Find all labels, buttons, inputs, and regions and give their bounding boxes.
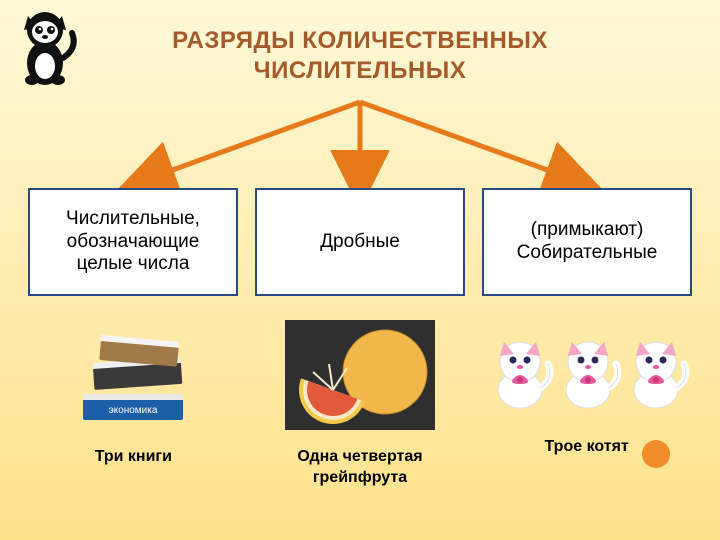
examples-row: экономика Три книги (0, 320, 720, 489)
tree-arrows (0, 100, 720, 190)
box-line: Собирательные (517, 242, 658, 265)
example-caption: Одна четвертая грейпфрута (275, 447, 445, 489)
box-line: Дробные (320, 231, 400, 254)
grapefruit-illustration (285, 320, 435, 435)
box-line: обозначающие (67, 231, 200, 254)
box-collective: (примыкают) Собирательные (482, 188, 692, 296)
box-fractional: Дробные (255, 188, 465, 296)
example-caption: Три книги (95, 447, 172, 468)
svg-text:экономика: экономика (109, 405, 158, 416)
page-title: РАЗРЯДЫ КОЛИЧЕСТВЕННЫХ ЧИСЛИТЕЛЬНЫХ (0, 0, 720, 86)
title-line-1: РАЗРЯДЫ КОЛИЧЕСТВЕННЫХ (0, 26, 720, 56)
category-boxes: Числительные, обозначающие целые числа Д… (0, 188, 720, 296)
example-books: экономика Три книги (23, 320, 243, 489)
example-grapefruit: Одна четвертая грейпфрута (250, 320, 470, 489)
kittens-illustration (482, 320, 692, 425)
box-whole-numbers: Числительные, обозначающие целые числа (28, 188, 238, 296)
box-line: Числительные, (66, 208, 200, 231)
title-line-2: ЧИСЛИТЕЛЬНЫХ (0, 56, 720, 86)
box-line: (примыкают) (531, 219, 644, 242)
mascot-cat (10, 8, 80, 88)
box-line: целые числа (77, 253, 190, 276)
accent-dot (642, 440, 670, 468)
example-caption: Трое котят (545, 437, 629, 458)
books-illustration: экономика (73, 320, 193, 435)
